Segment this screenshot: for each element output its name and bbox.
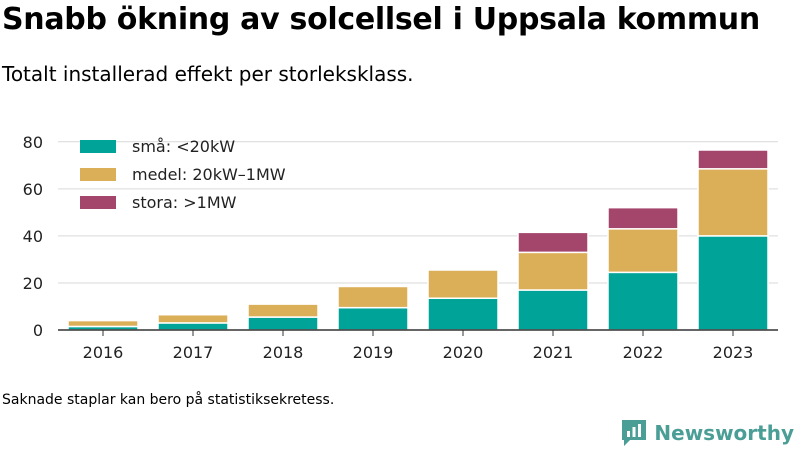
chart-subtitle: Totalt installerad effekt per storlekskl… — [2, 62, 414, 86]
legend-swatch — [80, 168, 116, 181]
x-tick-label: 2023 — [713, 343, 754, 362]
bar-segment — [607, 228, 679, 274]
chart-title: Snabb ökning av solcellsel i Uppsala kom… — [2, 2, 760, 37]
x-tick-label: 2021 — [533, 343, 574, 362]
x-tick-label: 2017 — [173, 343, 214, 362]
legend-swatch — [80, 140, 116, 153]
stacked-bar-chart: 0 20 40 60 80 2016 2017 2018 2019 2020 2021 2022 202… — [23, 133, 778, 362]
bar-segment — [517, 251, 589, 291]
bar-segment — [697, 235, 769, 331]
newsworthy-logo: Newsworthy — [620, 418, 794, 448]
bar-segment — [697, 149, 769, 170]
bar-segment — [67, 319, 139, 328]
bar-segment — [427, 297, 499, 331]
legend-swatch — [80, 196, 116, 209]
x-tick-label: 2022 — [623, 343, 664, 362]
y-tick-label: 20 — [23, 274, 43, 293]
bar-segment — [247, 316, 319, 331]
y-tick-label: 80 — [23, 133, 43, 152]
legend-label: små: <20kW — [132, 137, 235, 156]
bar-segment — [697, 168, 769, 237]
bar-segment — [157, 322, 229, 331]
bar-segment — [247, 303, 319, 318]
bar-segment — [607, 271, 679, 331]
bar-segment — [427, 269, 499, 299]
x-tick-label: 2018 — [263, 343, 304, 362]
legend-label: medel: 20kW–1MW — [132, 165, 286, 184]
newsworthy-chart-icon — [622, 420, 647, 446]
bar-segment — [337, 285, 409, 309]
legend-label: stora: >1MW — [132, 193, 237, 212]
bar-segment — [607, 206, 679, 230]
y-tick-label: 60 — [23, 180, 43, 199]
x-tick-label: 2019 — [353, 343, 394, 362]
y-tick-label: 0 — [33, 321, 43, 340]
bar-segment — [337, 306, 409, 331]
x-tick-label: 2016 — [83, 343, 124, 362]
y-tick-label: 40 — [23, 227, 43, 246]
bar-segment — [517, 289, 589, 331]
bar-segment — [157, 313, 229, 324]
x-tick-label: 2020 — [443, 343, 484, 362]
bar-segment — [517, 231, 589, 254]
footnote: Saknade staplar kan bero på statistiksek… — [2, 392, 335, 408]
brand-name: Newsworthy — [654, 421, 794, 445]
